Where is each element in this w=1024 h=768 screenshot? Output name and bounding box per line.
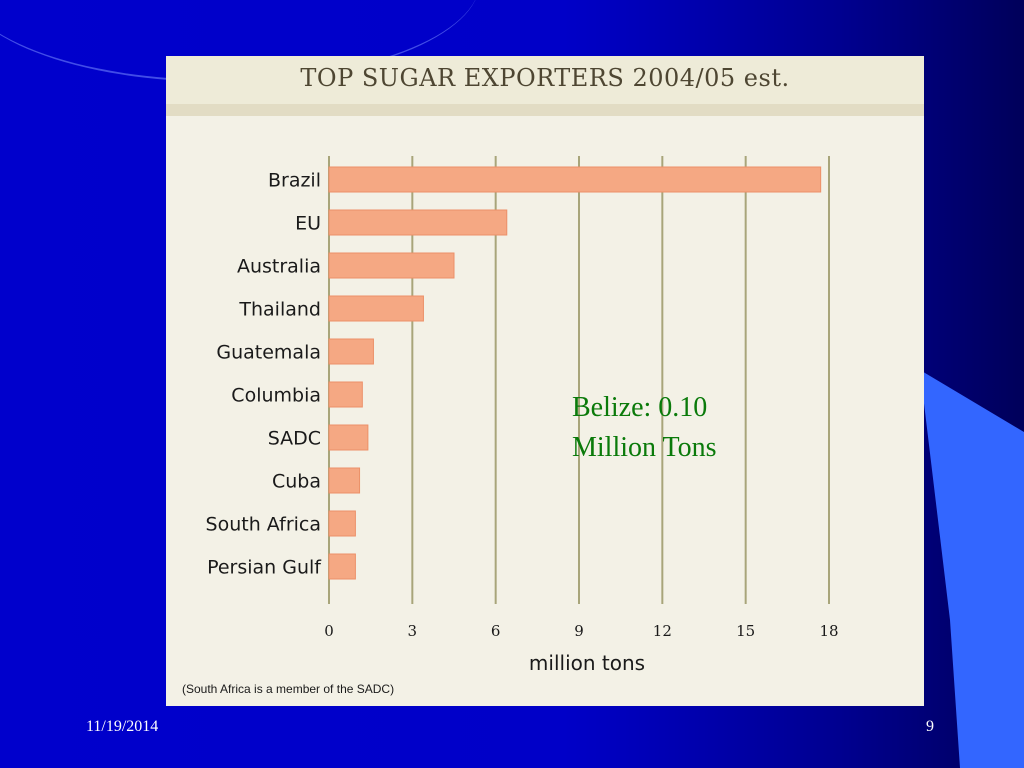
decorative-right-shape: [920, 370, 1024, 768]
category-label: Thailand: [238, 299, 321, 321]
category-label: Brazil: [268, 170, 321, 192]
bar-eu: [328, 209, 508, 236]
category-label: EU: [295, 213, 321, 235]
callout-line-2: Million Tons: [572, 432, 717, 463]
category-label: Persian Gulf: [207, 557, 322, 579]
category-label: Australia: [237, 256, 321, 278]
x-tick-label: 9: [574, 622, 584, 640]
chart-header: TOP SUGAR EXPORTERS 2004/05 est.: [166, 56, 924, 116]
slide-date: 11/19/2014: [86, 718, 159, 735]
x-tick-label: 15: [736, 622, 755, 640]
x-tick-label: 3: [408, 622, 418, 640]
bar-south-africa: [328, 510, 356, 537]
x-tick-label: 6: [491, 622, 501, 640]
callout-line-1: Belize: 0.10: [572, 392, 708, 423]
bar-sadc: [328, 424, 369, 451]
bar-cuba: [328, 467, 361, 494]
category-label: Cuba: [272, 471, 321, 493]
bar-australia: [328, 252, 455, 279]
bar-chart: 0 3 6 9 12 15 18 Brazil EU Australia Thailand Guate…: [206, 156, 839, 675]
x-tick-label: 0: [324, 622, 334, 640]
category-label: Guatemala: [216, 342, 321, 364]
category-label: Columbia: [231, 385, 321, 407]
chart-footnote: (South Africa is a member of the SADC): [182, 682, 395, 696]
bar-columbia: [328, 381, 363, 408]
bar-thailand: [328, 295, 424, 322]
belize-callout: Belize: 0.10 Million Tons: [572, 388, 717, 468]
bar-guatemala: [328, 338, 374, 365]
chart-panel: TOP SUGAR EXPORTERS 2004/05 est. (South …: [166, 56, 924, 706]
bar-persian-gulf: [328, 553, 356, 580]
category-label: SADC: [268, 428, 321, 450]
bar-brazil: [328, 166, 822, 193]
slide-page-number: 9: [926, 718, 934, 735]
x-tick-label: 12: [653, 622, 672, 640]
chart-title: TOP SUGAR EXPORTERS 2004/05 est.: [300, 64, 790, 92]
x-tick-label: 18: [819, 622, 838, 640]
category-label: South Africa: [206, 514, 321, 536]
x-axis-label: million tons: [529, 651, 645, 675]
